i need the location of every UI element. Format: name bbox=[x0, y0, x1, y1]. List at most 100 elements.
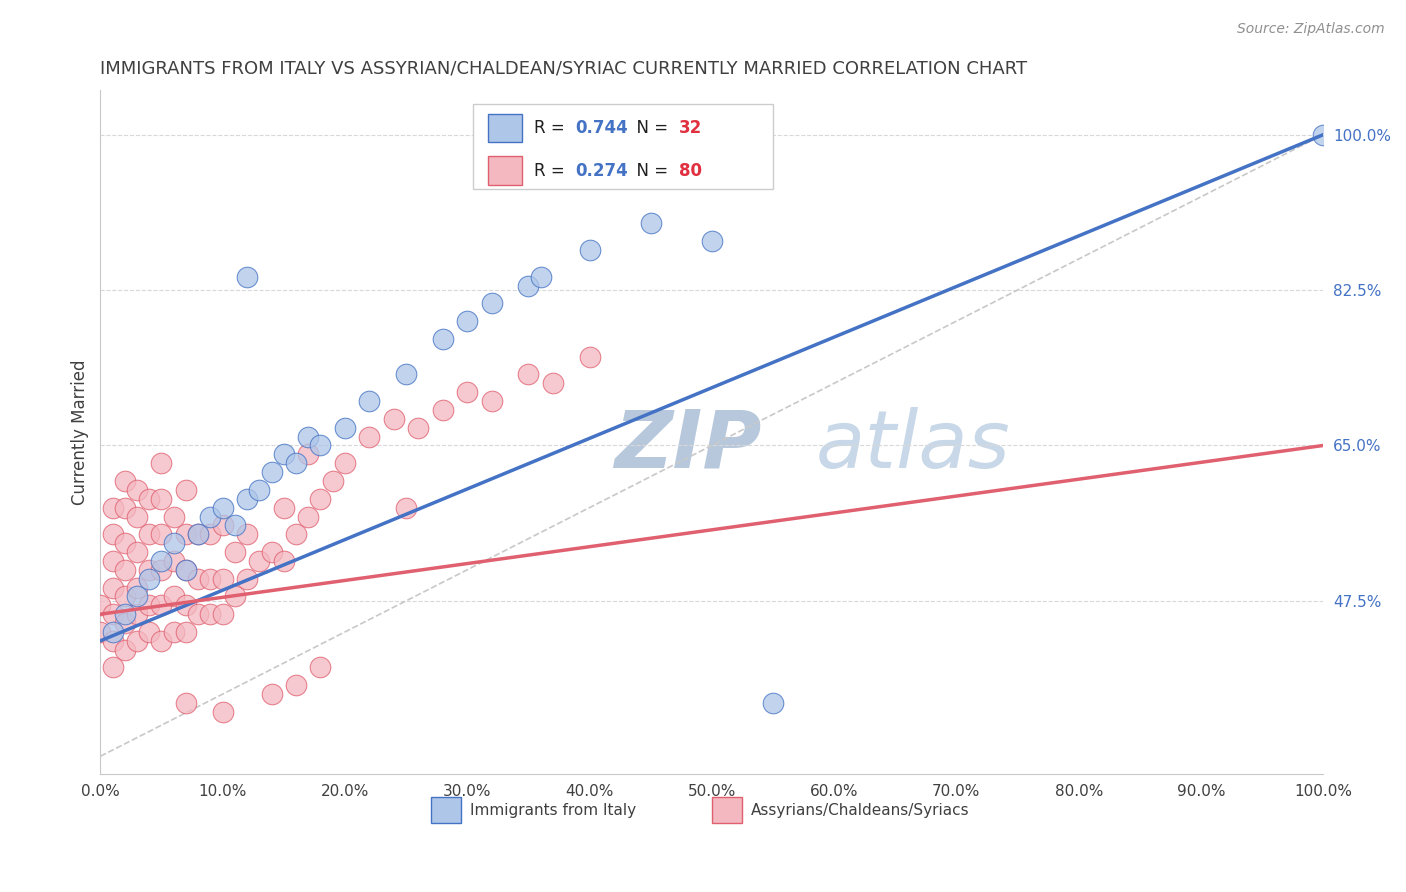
Point bbox=[150, 633, 173, 648]
Point bbox=[260, 687, 283, 701]
Point bbox=[224, 545, 246, 559]
Point bbox=[260, 545, 283, 559]
Point bbox=[163, 509, 186, 524]
Point bbox=[101, 500, 124, 515]
Point bbox=[578, 243, 600, 257]
Point bbox=[138, 599, 160, 613]
Text: atlas: atlas bbox=[815, 407, 1011, 485]
Point bbox=[187, 527, 209, 541]
FancyBboxPatch shape bbox=[488, 113, 522, 142]
Point bbox=[150, 527, 173, 541]
Text: R =: R = bbox=[534, 161, 571, 179]
Point bbox=[114, 590, 136, 604]
Point bbox=[297, 447, 319, 461]
Point bbox=[101, 527, 124, 541]
Point bbox=[211, 607, 233, 622]
Point bbox=[138, 563, 160, 577]
Point bbox=[138, 572, 160, 586]
Point bbox=[125, 581, 148, 595]
Point bbox=[89, 599, 111, 613]
Point bbox=[700, 234, 723, 248]
Point bbox=[125, 483, 148, 497]
FancyBboxPatch shape bbox=[474, 104, 773, 189]
Point bbox=[163, 590, 186, 604]
Point bbox=[138, 624, 160, 639]
Text: 0.274: 0.274 bbox=[575, 161, 627, 179]
Point bbox=[114, 607, 136, 622]
Point bbox=[125, 545, 148, 559]
Point bbox=[224, 518, 246, 533]
Point bbox=[150, 554, 173, 568]
Text: 80: 80 bbox=[679, 161, 702, 179]
Text: Assyrians/Chaldeans/Syriacs: Assyrians/Chaldeans/Syriacs bbox=[751, 803, 970, 818]
Point bbox=[150, 456, 173, 470]
Point bbox=[200, 509, 222, 524]
Point bbox=[138, 491, 160, 506]
Point bbox=[101, 554, 124, 568]
Point bbox=[762, 696, 785, 710]
Point bbox=[163, 554, 186, 568]
Point bbox=[101, 633, 124, 648]
Point bbox=[211, 500, 233, 515]
Point bbox=[114, 500, 136, 515]
Point bbox=[456, 385, 478, 400]
Point bbox=[150, 491, 173, 506]
FancyBboxPatch shape bbox=[430, 797, 461, 823]
Point bbox=[114, 642, 136, 657]
Point bbox=[640, 217, 662, 231]
Point bbox=[517, 368, 540, 382]
Text: IMMIGRANTS FROM ITALY VS ASSYRIAN/CHALDEAN/SYRIAC CURRENTLY MARRIED CORRELATION : IMMIGRANTS FROM ITALY VS ASSYRIAN/CHALDE… bbox=[100, 60, 1028, 78]
Point bbox=[297, 429, 319, 443]
Y-axis label: Currently Married: Currently Married bbox=[72, 359, 89, 505]
Point bbox=[89, 624, 111, 639]
Point bbox=[529, 269, 551, 284]
FancyBboxPatch shape bbox=[488, 156, 522, 185]
Point bbox=[174, 483, 197, 497]
Point bbox=[125, 633, 148, 648]
Point bbox=[333, 456, 356, 470]
Point bbox=[247, 483, 270, 497]
Point bbox=[273, 554, 295, 568]
Point bbox=[114, 536, 136, 550]
Point bbox=[125, 607, 148, 622]
Point bbox=[211, 572, 233, 586]
Point bbox=[481, 394, 503, 409]
Point bbox=[408, 420, 430, 434]
Point bbox=[333, 420, 356, 434]
Text: 0.744: 0.744 bbox=[575, 119, 627, 136]
Point bbox=[114, 563, 136, 577]
Point bbox=[224, 590, 246, 604]
Point bbox=[174, 563, 197, 577]
Text: Source: ZipAtlas.com: Source: ZipAtlas.com bbox=[1237, 22, 1385, 37]
Point bbox=[150, 599, 173, 613]
Point bbox=[395, 368, 418, 382]
Point bbox=[359, 429, 381, 443]
Point bbox=[432, 403, 454, 417]
Point bbox=[541, 376, 564, 391]
Text: 32: 32 bbox=[679, 119, 702, 136]
Text: Immigrants from Italy: Immigrants from Italy bbox=[470, 803, 636, 818]
Point bbox=[101, 581, 124, 595]
Point bbox=[481, 296, 503, 310]
Point bbox=[432, 332, 454, 346]
Point bbox=[187, 572, 209, 586]
Point bbox=[187, 607, 209, 622]
Point bbox=[163, 624, 186, 639]
Point bbox=[359, 394, 381, 409]
Point bbox=[125, 590, 148, 604]
Point bbox=[309, 491, 332, 506]
FancyBboxPatch shape bbox=[711, 797, 742, 823]
Point bbox=[174, 624, 197, 639]
Point bbox=[1312, 128, 1334, 142]
Point bbox=[247, 554, 270, 568]
Point bbox=[236, 572, 259, 586]
Point bbox=[101, 607, 124, 622]
Point bbox=[285, 527, 308, 541]
Point bbox=[138, 527, 160, 541]
Point bbox=[174, 563, 197, 577]
Text: N =: N = bbox=[626, 161, 673, 179]
Point bbox=[174, 696, 197, 710]
Point bbox=[114, 474, 136, 488]
Point bbox=[578, 350, 600, 364]
Point bbox=[382, 412, 405, 426]
